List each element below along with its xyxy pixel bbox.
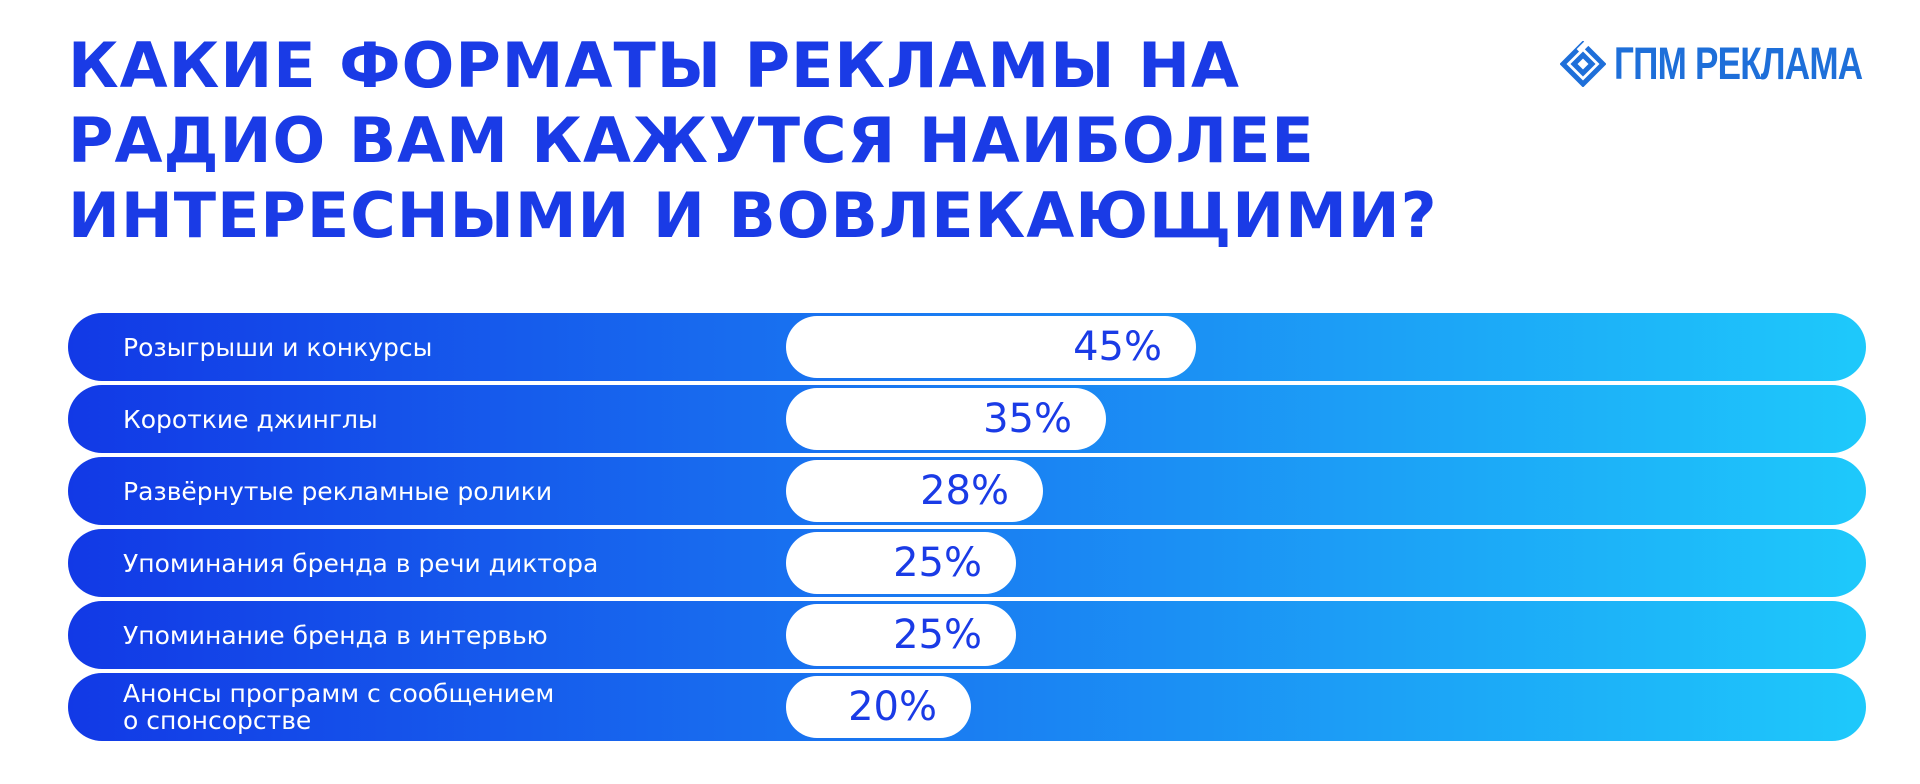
bar-row: Розыгрыши и конкурсы 45% bbox=[68, 313, 1866, 381]
bar-chart: Розыгрыши и конкурсы 45% Короткие джинглы 3… bbox=[68, 313, 1866, 745]
value-bar: 45% bbox=[786, 316, 1196, 378]
value-bar: 28% bbox=[786, 460, 1043, 522]
bar-row: Упоминание бренда в интервью 25% bbox=[68, 601, 1866, 669]
title-line-2: РАДИО ВАМ КАЖУТСЯ НАИБОЛЕЕ bbox=[68, 104, 1315, 177]
category-label: Розыгрыши и конкурсы bbox=[123, 332, 433, 362]
value-label: 25% bbox=[893, 540, 982, 586]
value-label: 35% bbox=[983, 396, 1072, 442]
logo-text: ГПМ РЕКЛАМА bbox=[1614, 38, 1863, 89]
category-label: Развёрнутые рекламные ролики bbox=[123, 476, 553, 506]
gpm-diamond-logo-icon bbox=[1560, 41, 1606, 87]
category-label: Анонсы программ с сообщением о спонсорств… bbox=[123, 679, 555, 735]
page-title: КАКИЕ ФОРМАТЫ РЕКЛАМЫ НА РАДИО ВАМ КАЖУТ… bbox=[68, 28, 1468, 253]
value-bar: 25% bbox=[786, 532, 1016, 594]
brand-logo: ГПМ РЕКЛАМА bbox=[1560, 38, 1920, 90]
bar-row: Короткие джинглы 35% bbox=[68, 385, 1866, 453]
value-label: 25% bbox=[893, 612, 982, 658]
bar-row: Развёрнутые рекламные ролики 28% bbox=[68, 457, 1866, 525]
value-label: 28% bbox=[920, 468, 1009, 514]
value-label: 45% bbox=[1073, 324, 1162, 370]
value-label: 20% bbox=[848, 684, 937, 730]
title-line-3: ИНТЕРЕСНЫМИ И ВОВЛЕКАЮЩИМИ? bbox=[68, 179, 1438, 252]
bar-row: Анонсы программ с сообщением о спонсорств… bbox=[68, 673, 1866, 741]
value-bar: 35% bbox=[786, 388, 1106, 450]
value-bar: 20% bbox=[786, 676, 971, 738]
category-label: Упоминание бренда в интервью bbox=[123, 620, 548, 650]
value-bar: 25% bbox=[786, 604, 1016, 666]
category-label: Упоминания бренда в речи диктора bbox=[123, 548, 599, 578]
bar-row: Упоминания бренда в речи диктора 25% bbox=[68, 529, 1866, 597]
category-label: Короткие джинглы bbox=[123, 404, 378, 434]
title-line-1: КАКИЕ ФОРМАТЫ РЕКЛАМЫ НА bbox=[68, 29, 1240, 102]
